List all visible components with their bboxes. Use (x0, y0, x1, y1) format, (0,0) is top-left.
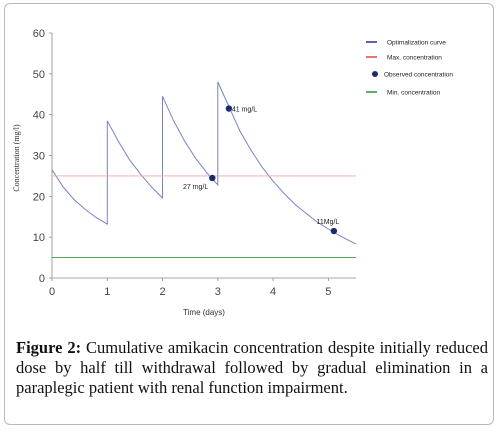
chart-points: 27 mg/L 41 mg/L 11Mg/L (183, 105, 339, 235)
x-tick-label: 0 (49, 286, 55, 298)
legend-label: Max. concentration (387, 55, 442, 62)
y-tick-label: 20 (33, 191, 45, 203)
concentration-chart: 0 10 20 30 40 50 60 0 1 2 3 4 5 27 mg/L 41 mg/L 11Mg/L… (12, 28, 453, 317)
optimalization-curve-line (51, 81, 357, 245)
y-tick-label: 50 (33, 69, 45, 81)
y-tick-label: 0 (39, 273, 45, 285)
figure-caption: Figure 2: Cumulative amikacin concentrat… (16, 338, 488, 398)
legend-label: Optimalization curve (387, 40, 446, 47)
y-tick-label: 30 (33, 151, 45, 163)
chart-axes: 0 10 20 30 40 50 60 0 1 2 3 4 5 (33, 28, 356, 298)
legend-dot-icon (372, 71, 378, 77)
legend-label: Min. concentration (387, 90, 440, 97)
observed-annotation: 41 mg/L (232, 107, 257, 114)
caption-text: Cumulative amikacin concentration despit… (16, 338, 489, 397)
figure-frame (4, 3, 494, 425)
x-tick-label: 3 (215, 286, 221, 298)
chart-series (51, 81, 357, 259)
x-tick-label: 2 (159, 286, 165, 298)
observed-annotation: 11Mg/L (316, 219, 339, 226)
observed-annotation: 27 mg/L (183, 184, 208, 191)
y-tick-label: 40 (33, 110, 45, 122)
x-tick-label: 4 (270, 286, 276, 298)
x-axis-label: Time (days) (183, 308, 225, 317)
x-tick-label: 1 (104, 286, 110, 298)
chart-legend: Optimalization curve Max. concentration Ob… (366, 40, 453, 97)
y-tick-label: 60 (33, 28, 45, 40)
caption-label: Figure 2: (16, 338, 82, 357)
y-tick-label: 10 (33, 232, 45, 244)
observed-point (225, 105, 233, 112)
observed-point (330, 227, 338, 235)
legend-label: Observed concentration (384, 72, 453, 79)
x-tick-label: 5 (325, 286, 331, 298)
y-axis-label: Concentration (mg/l) (12, 124, 21, 192)
observed-point (209, 174, 216, 182)
